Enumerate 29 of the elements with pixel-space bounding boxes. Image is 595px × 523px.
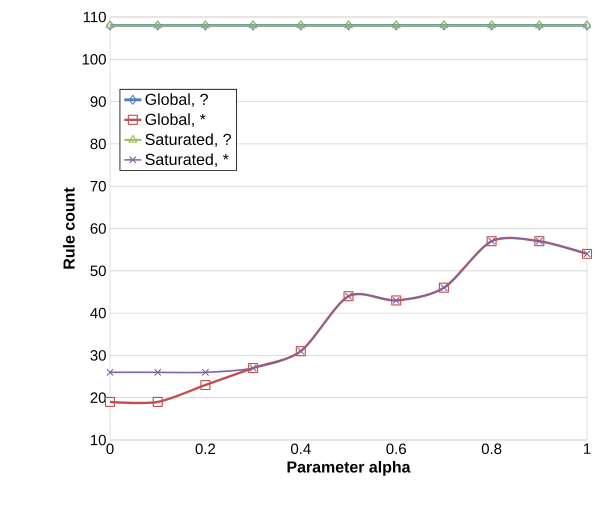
point [106, 368, 114, 376]
x-tick-label: 0.8 [482, 444, 502, 454]
x-tick-label: 0.4 [290, 444, 311, 454]
y-tick-label: 20 [90, 392, 106, 403]
y-tick-label: 110 [84, 12, 106, 22]
y-tick-label: 70 [90, 180, 106, 192]
legend-label: Global, ? [146, 93, 208, 107]
y-tick-label: 40 [90, 308, 106, 318]
y-tick-label: 10 [91, 434, 106, 446]
point [154, 368, 162, 376]
legend-label: Saturated, * [145, 153, 229, 167]
legend-label: Saturated, ? [145, 133, 231, 147]
x-tick-label: 0.2 [196, 444, 216, 454]
x-tick-label: 0 [106, 444, 114, 454]
x-axis-title: Parameter alpha [288, 460, 411, 476]
y-tick-label: 30 [90, 350, 106, 361]
y-axis-title: Rule count [63, 188, 75, 269]
point [202, 368, 210, 376]
y-tick-label: 100 [82, 54, 106, 65]
x-tick-label: 1 [584, 444, 590, 454]
y-tick-label: 90 [90, 96, 106, 107]
legend-label: Global, * [146, 113, 206, 127]
y-tick-label: 50 [90, 266, 106, 276]
point [200, 380, 210, 390]
y-tick-label: 60 [90, 223, 106, 234]
point [152, 396, 163, 407]
y-tick-label: 80 [90, 138, 106, 150]
x-tick-label: 0.6 [386, 444, 406, 454]
point [104, 396, 116, 407]
